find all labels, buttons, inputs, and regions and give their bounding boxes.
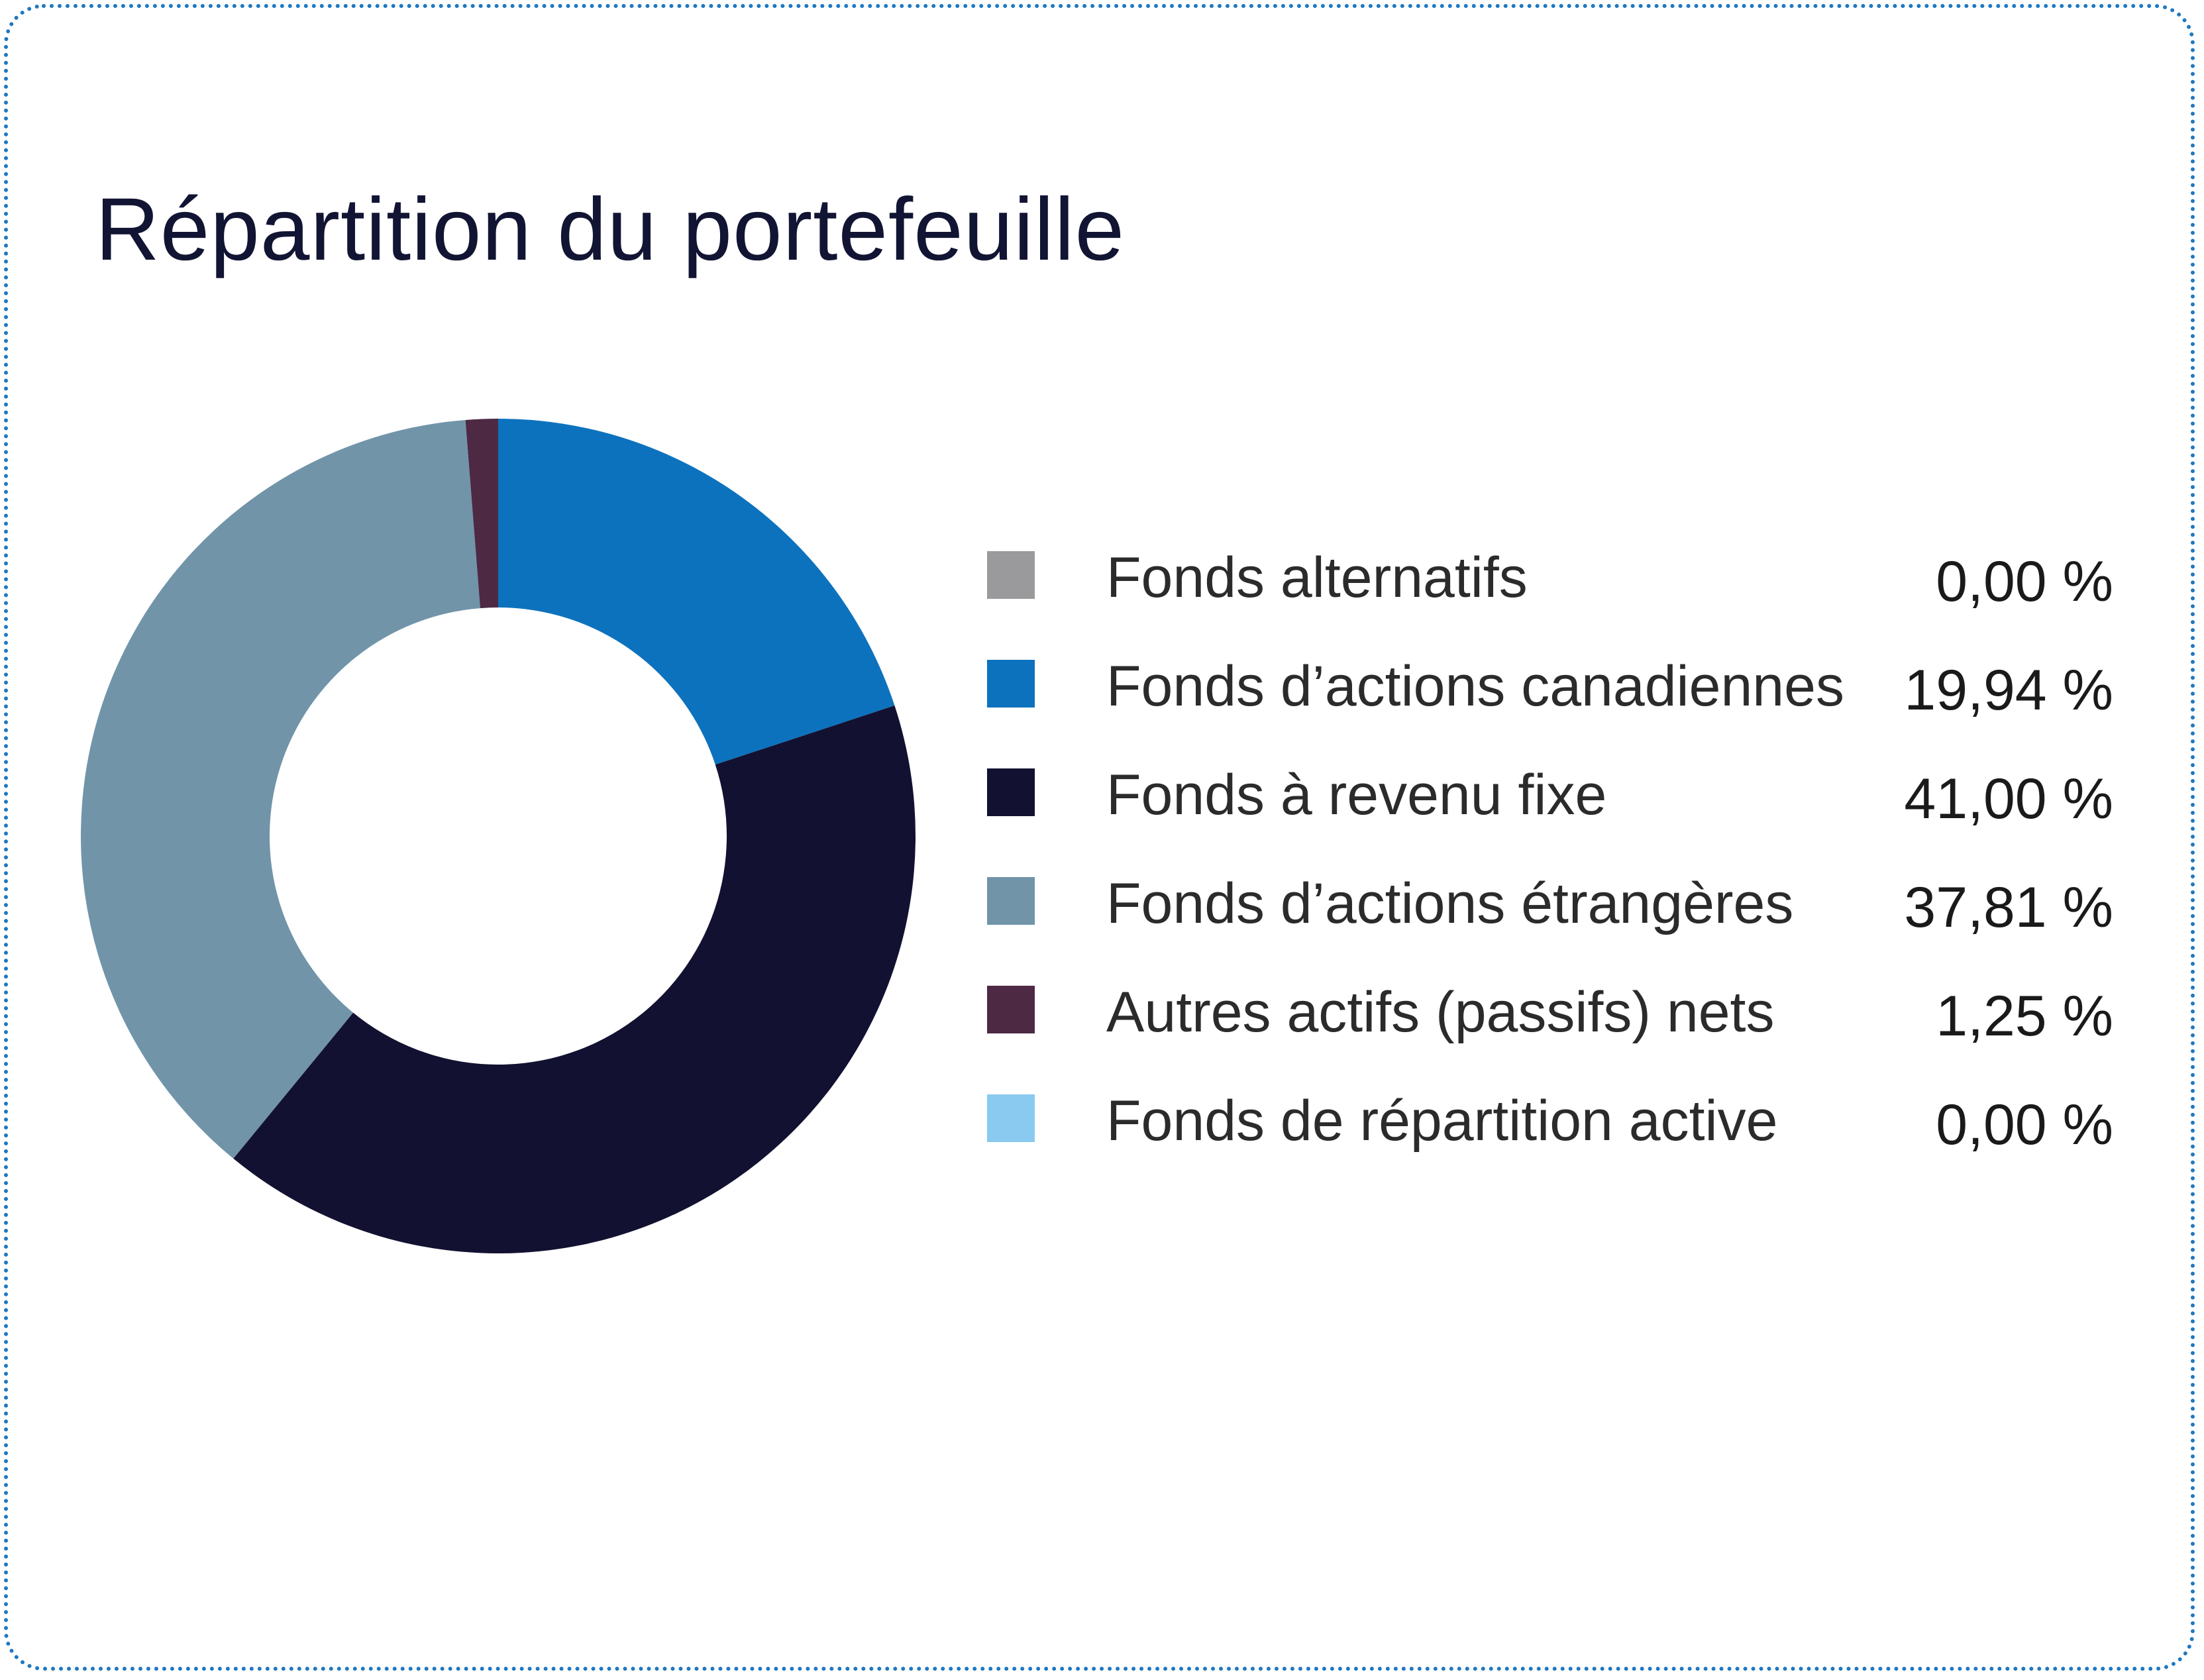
legend-item: Autres actifs (passifs) nets 1,25 % [987, 972, 2113, 1052]
legend-swatch [987, 986, 1035, 1033]
legend-value: 1,25 % [1936, 984, 2113, 1048]
legend-swatch [987, 768, 1035, 816]
legend-item: Fonds à revenu fixe 41,00 % [987, 755, 2113, 835]
donut-slice-3 [233, 706, 916, 1253]
legend-item: Fonds de répartition active 0,00 % [987, 1081, 2113, 1161]
donut-slice-4 [81, 419, 480, 1159]
legend-item: Fonds d’actions étrangères 37,81 % [987, 864, 2113, 943]
legend-label: Fonds à revenu fixe [1106, 763, 1607, 827]
legend-value: 0,00 % [1936, 550, 2113, 613]
legend-value: 19,94 % [1904, 658, 2113, 722]
legend-value: 0,00 % [1936, 1093, 2113, 1157]
legend-item: Fonds alternatifs 0,00 % [987, 538, 2113, 617]
chart-title: Répartition du portefeuille [95, 180, 1126, 279]
legend-label: Fonds alternatifs [1106, 546, 1528, 609]
chart-card: Répartition du portefeuille Fonds altern… [4, 4, 2195, 1671]
legend-label: Fonds d’actions étrangères [1106, 872, 1794, 935]
legend-swatch [987, 551, 1035, 599]
donut-chart [81, 419, 916, 1253]
legend-label: Fonds de répartition active [1106, 1089, 1778, 1153]
legend-swatch [987, 660, 1035, 708]
legend-label: Fonds d’actions canadiennes [1106, 655, 1844, 718]
legend-value: 41,00 % [1904, 767, 2113, 831]
legend-value: 37,81 % [1904, 876, 2113, 939]
donut-slice-5 [465, 419, 498, 609]
legend-swatch [987, 877, 1035, 925]
legend-label: Autres actifs (passifs) nets [1106, 980, 1775, 1044]
legend-item: Fonds d’actions canadiennes 19,94 % [987, 647, 2113, 726]
donut-slice-2 [498, 419, 895, 765]
legend-swatch [987, 1094, 1035, 1142]
